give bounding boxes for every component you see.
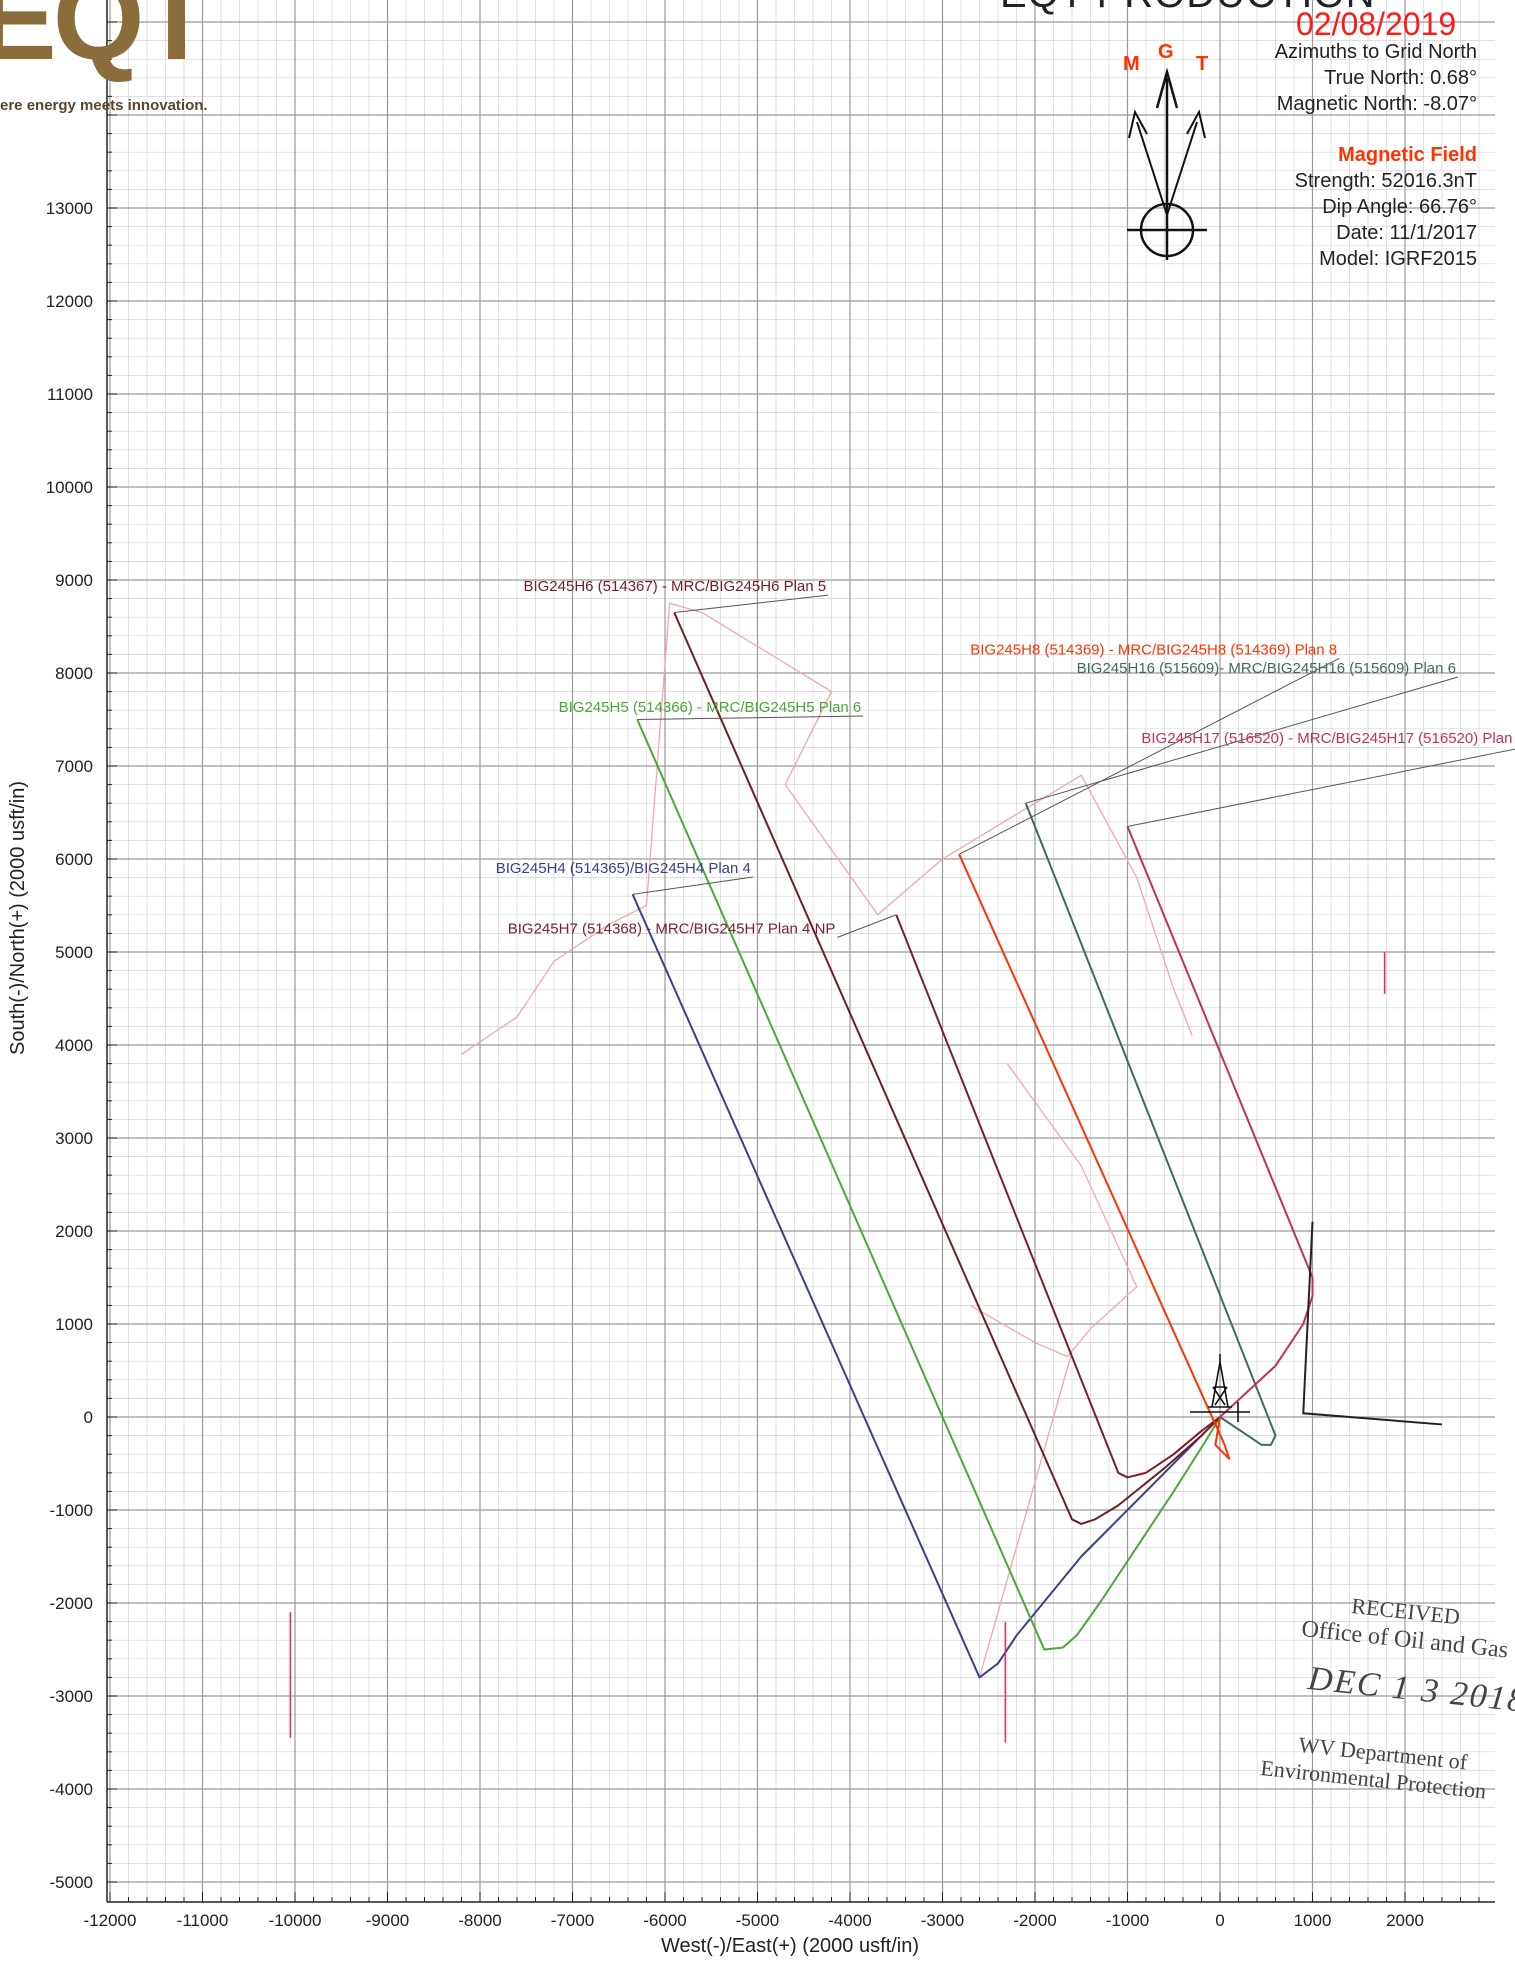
logo-tagline: ere energy meets innovation. (0, 97, 208, 114)
grid-major (107, 0, 1495, 1902)
label-leader-line (632, 876, 753, 895)
well-series (631, 612, 1314, 1679)
x-tick-label: -12000 (84, 1911, 137, 1930)
y-tick-label: -4000 (50, 1780, 93, 1799)
north-arrow-m-label: M (1123, 53, 1140, 75)
x-tick-label: -2000 (1013, 1911, 1056, 1930)
well-path (895, 914, 1221, 1479)
x-tick-label: -1000 (1106, 1911, 1149, 1930)
well-label: BIG245H6 (514367) - MRC/BIG245H6 Plan 5 (523, 578, 826, 595)
y-tick-label: 9000 (55, 571, 93, 590)
offset-well-traces (461, 602, 1193, 1678)
x-tick-label: -6000 (643, 1911, 686, 1930)
well-label: BIG245H5 (514366) - MRC/BIG245H5 Plan 6 (559, 699, 862, 716)
north-arrow-t-label: T (1196, 53, 1208, 75)
x-tick-label: 0 (1215, 1911, 1224, 1930)
x-tick-label: -7000 (551, 1911, 594, 1930)
well-label: BIG245H16 (515609)- MRC/BIG245H16 (51560… (1077, 660, 1456, 677)
x-tick-label: 1000 (1294, 1911, 1332, 1930)
y-tick-label: 3000 (55, 1129, 93, 1148)
label-leader-line (637, 715, 864, 720)
label-leader-line (1127, 748, 1515, 827)
label-leaders (632, 594, 1515, 938)
well-label: BIG245H7 (514368) - MRC/BIG245H7 Plan 4 … (508, 920, 836, 937)
label-leader-line (1025, 676, 1459, 804)
y-tick-label: 4000 (55, 1036, 93, 1055)
y-tick-labels: -5000 -4000 -3000 -2000 -1000 0 1000 2000 3000 40… (46, 199, 93, 1892)
offset-well-trace (978, 1351, 1073, 1678)
y-tick-label: 13000 (46, 199, 93, 218)
lease-boundary-line (1302, 1221, 1443, 1426)
well-path (673, 612, 1221, 1525)
x-tick-label: -10000 (269, 1911, 322, 1930)
y-tick-label: 7000 (55, 757, 93, 776)
well-path (1024, 802, 1277, 1446)
x-tick-label: -8000 (458, 1911, 501, 1930)
azimuth-title: Azimuths to Grid North (1274, 41, 1477, 63)
well-label: BIG245H8 (514369) - MRC/BIG245H8 (514369… (970, 641, 1337, 658)
y-tick-label: -3000 (50, 1687, 93, 1706)
company-title: EQT PRODUCTION (1000, 0, 1376, 17)
y-tick-label: 2000 (55, 1222, 93, 1241)
x-tick-label: -11000 (177, 1911, 229, 1930)
offset-well-trace (461, 602, 1193, 1055)
y-tick-label: 1000 (55, 1315, 93, 1334)
x-tick-label: -9000 (366, 1911, 409, 1930)
x-tick-label: -4000 (828, 1911, 871, 1930)
y-tick-label: -5000 (50, 1873, 93, 1892)
offset-well-trace (969, 1063, 1138, 1358)
x-tick-label: -3000 (921, 1911, 964, 1930)
field-strength: Strength: 52016.3nT (1294, 170, 1477, 192)
y-tick-label: 12000 (46, 292, 93, 311)
true-north: True North: 0.68° (1324, 67, 1477, 89)
rig-derrick (1208, 1354, 1232, 1408)
well-path (636, 719, 1221, 1651)
y-tick-label: 5000 (55, 943, 93, 962)
y-tick-label: 10000 (46, 478, 93, 497)
north-arrow-g-label: G (1158, 41, 1174, 63)
field-date: Date: 11/1/2017 (1336, 222, 1477, 244)
drilling-rig-icon (1190, 1354, 1250, 1422)
y-tick-label: 11000 (47, 385, 93, 404)
plot-date: 02/08/2019 (1296, 6, 1457, 42)
field-model: Model: IGRF2015 (1319, 248, 1477, 270)
y-tick-label: 8000 (55, 664, 93, 683)
x-tick-labels: -12000 -11000 -10000 -9000 -8000 -7000 -6000 -5… (84, 1911, 1424, 1930)
dip-angle: Dip Angle: 66.76° (1322, 196, 1477, 218)
grid-minor (107, 0, 1495, 1902)
label-leader-line (674, 594, 829, 614)
well-path (958, 853, 1231, 1460)
y-tick-label: 6000 (55, 850, 93, 869)
y-tick-label: -1000 (50, 1501, 93, 1520)
axes (106, 0, 1495, 1903)
y-tick-label: 0 (84, 1408, 93, 1427)
x-tick-label: -5000 (736, 1911, 779, 1930)
y-axis-title: South(-)/North(+) (2000 usft/in) (7, 781, 29, 1055)
north-arrow-icon: M G T (1123, 41, 1208, 260)
markers (289, 952, 1443, 1743)
well-labels: BIG245H4 (514365)/BIG245H4 Plan 4 BIG245H… (496, 578, 1515, 937)
well-label: BIG245H4 (514365)/BIG245H4 Plan 4 (496, 860, 751, 877)
label-leader-line (958, 657, 1340, 855)
eqt-logo: EQT (0, 0, 213, 85)
label-leader-line (837, 914, 897, 938)
y-tick-label: -2000 (50, 1594, 93, 1613)
well-label: BIG245H17 (516520) - MRC/BIG245H17 (5165… (1141, 730, 1515, 747)
x-tick-label: 2000 (1386, 1911, 1424, 1930)
magnetic-north: Magnetic North: -8.07° (1276, 93, 1477, 115)
magnetic-field-title: Magnetic Field (1338, 144, 1477, 166)
x-axis-title: West(-)/East(+) (2000 usft/in) (661, 1935, 919, 1957)
